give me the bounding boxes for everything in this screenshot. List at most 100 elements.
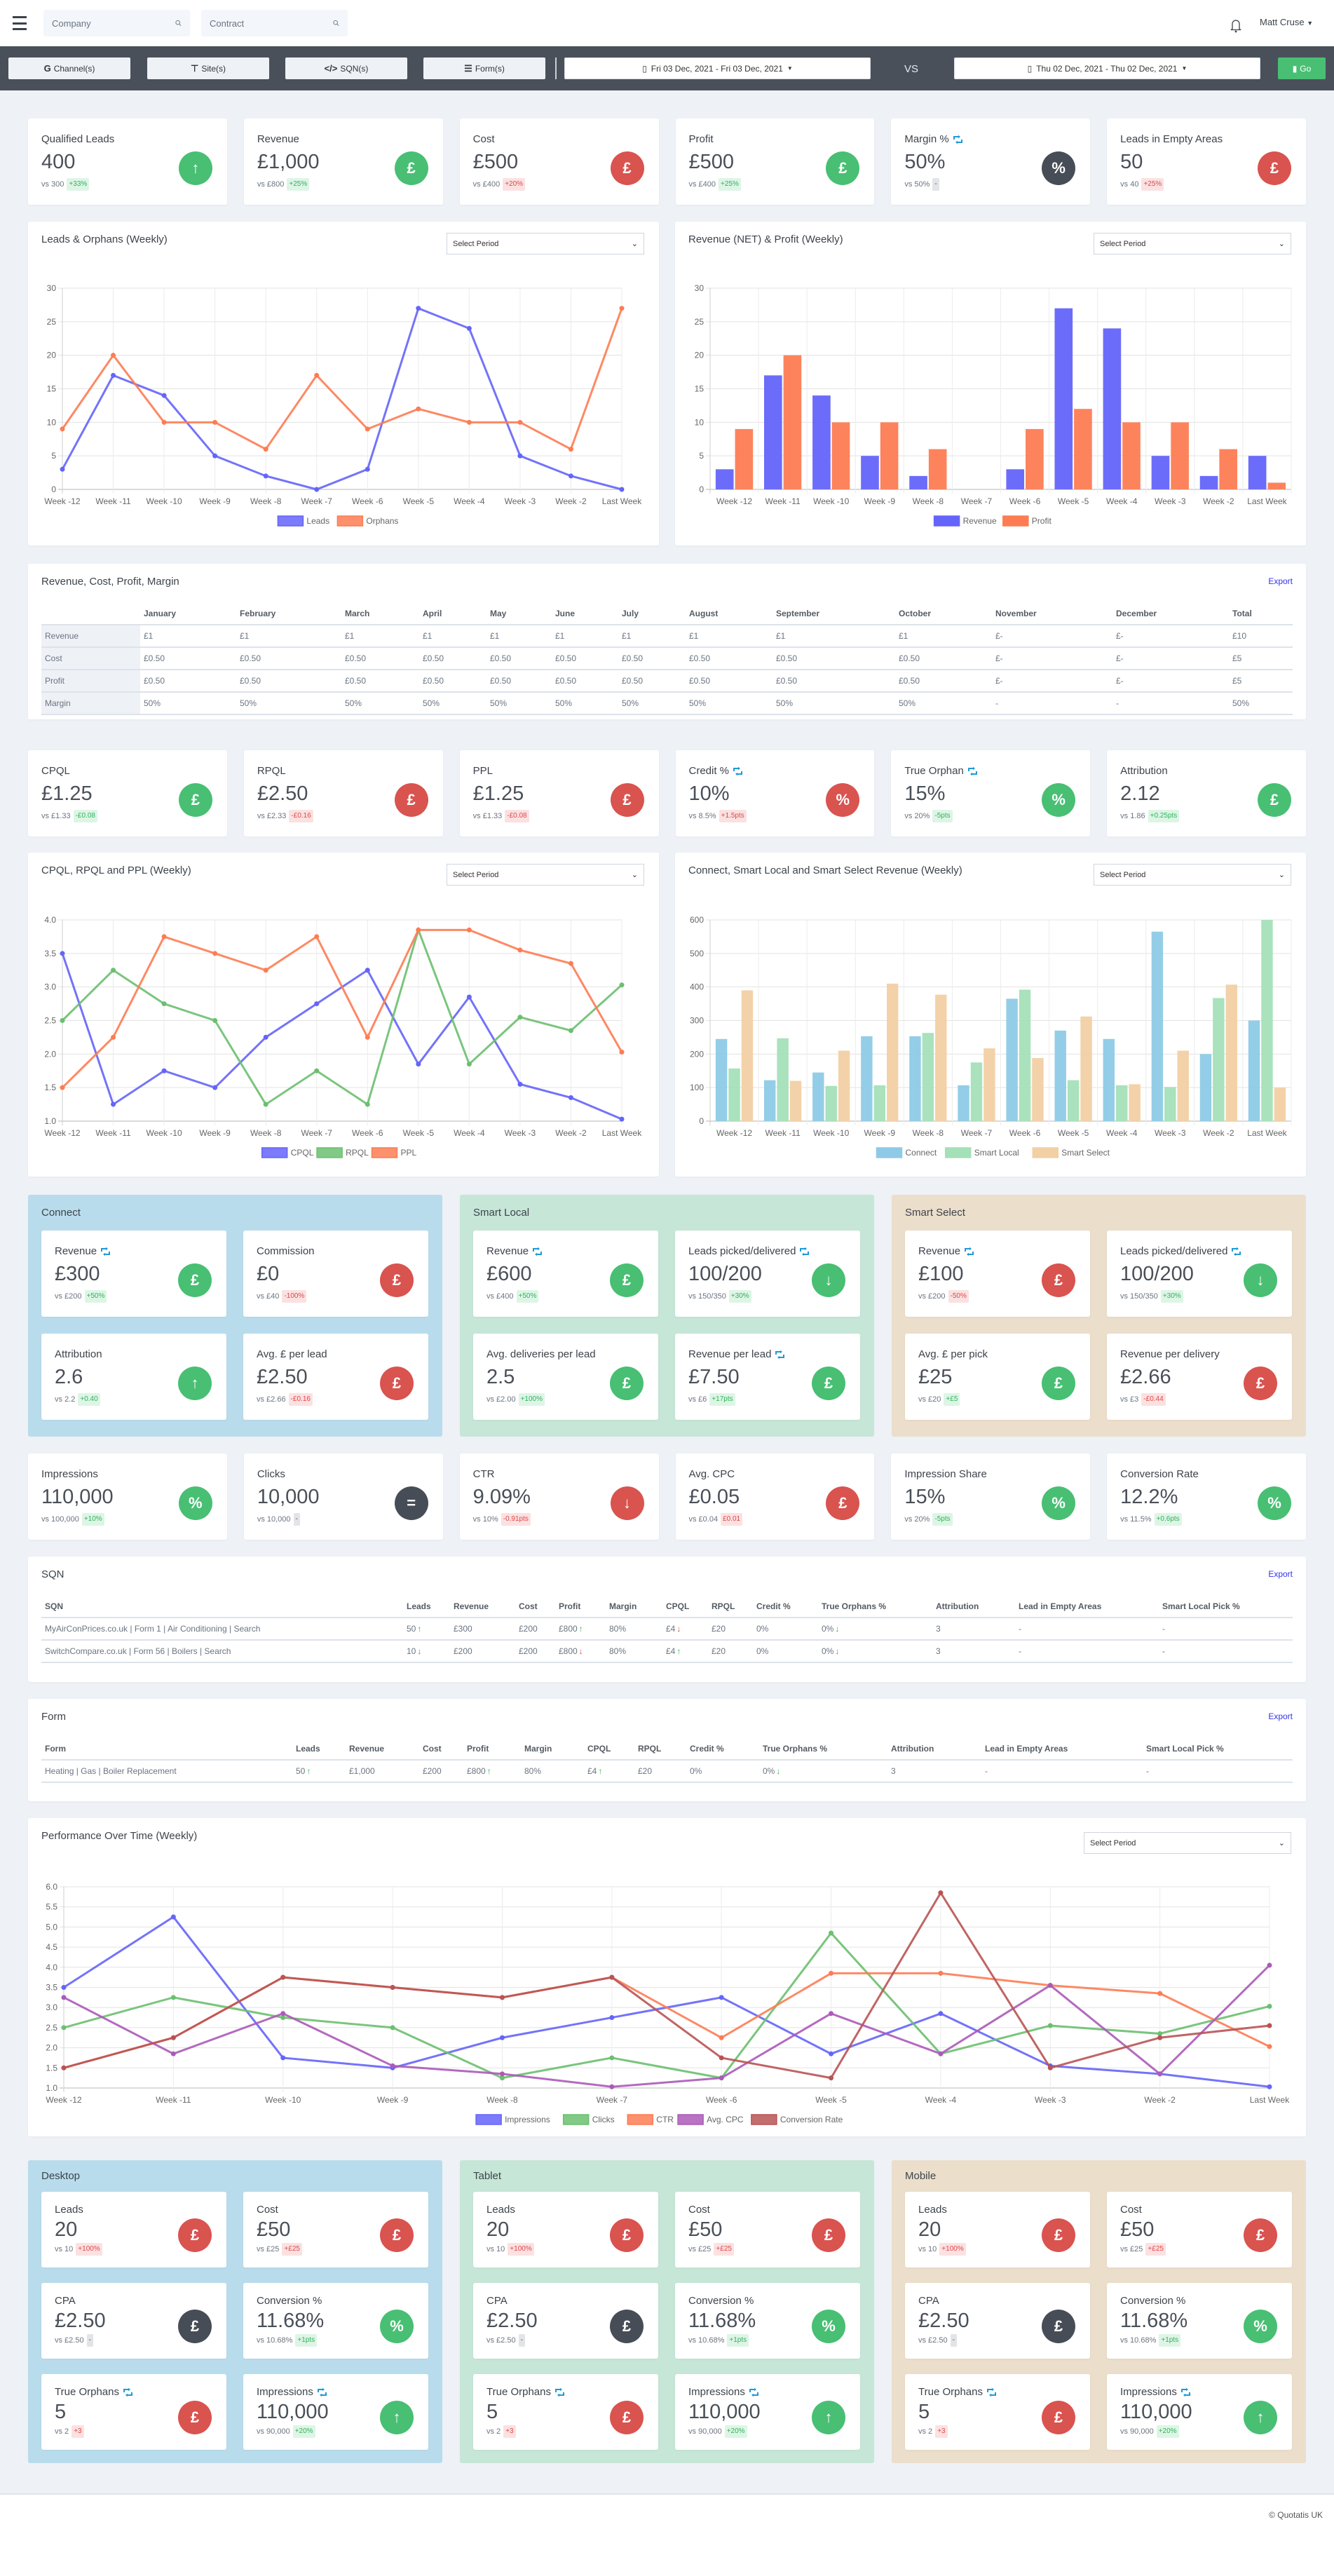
bar[interactable] (1274, 1087, 1286, 1121)
bar[interactable] (1267, 482, 1286, 489)
bar[interactable] (873, 1085, 886, 1121)
column-header[interactable]: True Orphans % (759, 1737, 887, 1761)
data-point[interactable] (609, 2084, 615, 2089)
user-menu[interactable]: Matt Cruse ▼ (1260, 17, 1313, 27)
select-period-dropdown[interactable]: Select Period ⌄ (1084, 1832, 1291, 1854)
column-header[interactable]: Attribution (887, 1737, 981, 1761)
forms-filter-button[interactable]: ☰ Form(s) (423, 57, 545, 79)
column-header[interactable]: Cost (419, 1737, 463, 1761)
data-point[interactable] (60, 466, 65, 472)
data-point[interactable] (263, 473, 268, 479)
refresh-icon[interactable] (986, 2387, 997, 2397)
legend-item[interactable]: Leads (277, 515, 329, 527)
data-point[interactable] (499, 1995, 505, 2000)
data-point[interactable] (466, 419, 472, 425)
data-point[interactable] (609, 1974, 615, 1980)
data-point[interactable] (365, 1101, 370, 1107)
bar[interactable] (783, 355, 802, 489)
data-point[interactable] (365, 1034, 370, 1040)
company-search[interactable] (43, 10, 190, 36)
bar[interactable] (1199, 475, 1218, 489)
select-period-dropdown[interactable]: Select Period ⌄ (447, 233, 644, 255)
refresh-icon[interactable] (532, 1247, 543, 1256)
legend-item[interactable]: Avg. CPC (677, 2114, 744, 2125)
bar[interactable] (1213, 998, 1225, 1121)
data-point[interactable] (829, 2011, 834, 2016)
bar[interactable] (831, 422, 850, 489)
column-header[interactable]: Smart Local Pick % (1159, 1595, 1293, 1618)
column-header[interactable]: Profit (463, 1737, 521, 1761)
select-period-dropdown[interactable]: Select Period ⌄ (1094, 233, 1291, 255)
select-period-dropdown[interactable]: Select Period ⌄ (1094, 864, 1291, 886)
bar[interactable] (1054, 308, 1073, 489)
data-point[interactable] (517, 1081, 523, 1087)
bar[interactable] (1151, 931, 1164, 1121)
data-point[interactable] (1267, 2023, 1272, 2028)
bar[interactable] (909, 1036, 921, 1121)
data-point[interactable] (263, 447, 268, 452)
bar[interactable] (1177, 1050, 1189, 1121)
menu-icon[interactable] (13, 16, 29, 30)
data-point[interactable] (60, 426, 65, 432)
data-point[interactable] (499, 2035, 505, 2040)
legend-item[interactable]: CTR (627, 2114, 674, 2125)
column-header[interactable]: Smart Local Pick % (1143, 1737, 1293, 1761)
bar[interactable] (1219, 449, 1238, 489)
bar[interactable] (1261, 920, 1273, 1121)
data-point[interactable] (1267, 1962, 1272, 1968)
data-point[interactable] (719, 2075, 724, 2081)
column-header[interactable]: Revenue (450, 1595, 515, 1618)
data-point[interactable] (280, 1974, 286, 1980)
data-point[interactable] (263, 968, 268, 973)
refresh-icon[interactable] (733, 766, 743, 776)
refresh-icon[interactable] (799, 1247, 810, 1256)
refresh-icon[interactable] (953, 135, 963, 144)
data-point[interactable] (719, 2055, 724, 2061)
legend-item[interactable]: PPL (371, 1147, 417, 1158)
column-header[interactable]: CPQL (662, 1595, 708, 1618)
data-point[interactable] (314, 1001, 320, 1007)
data-point[interactable] (280, 2055, 286, 2061)
bar[interactable] (958, 1085, 969, 1121)
data-point[interactable] (170, 2051, 176, 2056)
data-point[interactable] (280, 2011, 286, 2016)
data-point[interactable] (1267, 2044, 1272, 2049)
data-point[interactable] (938, 1890, 944, 1896)
data-point[interactable] (466, 927, 472, 933)
data-point[interactable] (1267, 2003, 1272, 2009)
data-point[interactable] (1047, 2023, 1053, 2028)
sites-filter-button[interactable]: ⊤ Site(s) (147, 57, 269, 79)
bar[interactable] (735, 428, 754, 489)
go-button[interactable]: ▮ Go (1278, 57, 1326, 79)
bar[interactable] (922, 1033, 934, 1121)
refresh-icon[interactable] (1180, 2387, 1191, 2397)
data-point[interactable] (61, 2025, 67, 2031)
legend-item[interactable]: Smart Select (1032, 1147, 1110, 1158)
bar[interactable] (1199, 1054, 1212, 1121)
data-point[interactable] (390, 1985, 395, 1990)
column-header[interactable]: Leads (292, 1737, 346, 1761)
bar[interactable] (1006, 998, 1018, 1121)
data-point[interactable] (365, 968, 370, 973)
data-point[interactable] (568, 1028, 573, 1033)
company-search-input[interactable] (52, 18, 175, 29)
data-point[interactable] (170, 1914, 176, 1920)
data-point[interactable] (416, 306, 421, 311)
data-point[interactable] (1047, 2065, 1053, 2070)
bar[interactable] (1067, 1080, 1080, 1121)
data-point[interactable] (619, 1049, 625, 1055)
legend-item[interactable]: Connect (876, 1147, 937, 1158)
data-point[interactable] (212, 453, 218, 459)
bar[interactable] (1248, 1020, 1260, 1122)
data-point[interactable] (390, 2025, 395, 2031)
column-header[interactable]: October (895, 602, 992, 625)
channels-filter-button[interactable]: G Channel(s) (8, 57, 130, 79)
bar[interactable] (1019, 989, 1031, 1121)
data-point[interactable] (568, 961, 573, 966)
bar[interactable] (812, 395, 831, 489)
column-header[interactable]: Attribution (932, 1595, 1015, 1618)
column-header[interactable]: May (486, 602, 552, 625)
data-point[interactable] (719, 1995, 724, 2000)
data-point[interactable] (314, 1068, 320, 1073)
compare-date-range-picker[interactable]: ▯ Thu 02 Dec, 2021 - Thu 02 Dec, 2021 ▼ (954, 57, 1260, 79)
